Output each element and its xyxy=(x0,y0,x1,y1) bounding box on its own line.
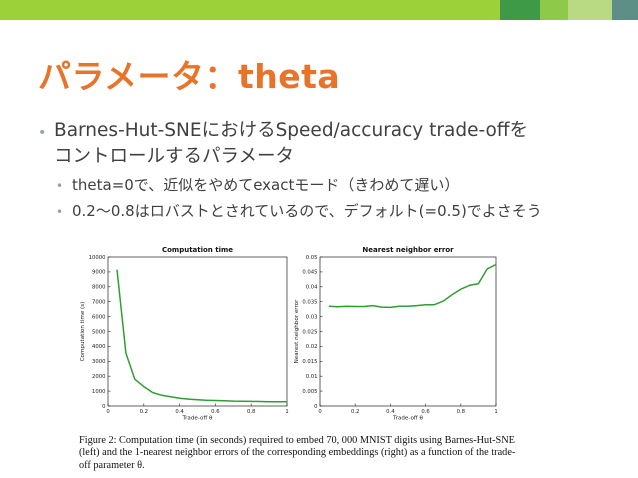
y-tick-label: 0.015 xyxy=(302,359,317,365)
x-tick-label: 1 xyxy=(285,409,288,415)
plot-frame xyxy=(319,256,497,407)
x-tick-label: 0 xyxy=(106,409,110,415)
bullet-dot: • xyxy=(38,125,47,141)
y-tick-label: 1000 xyxy=(92,389,106,395)
y-axis-label: Computation time (s) xyxy=(80,302,86,362)
decorative-top-bar xyxy=(0,0,638,20)
y-tick-label: 4000 xyxy=(92,344,106,350)
y-tick-label: 0.01 xyxy=(306,374,318,380)
top-bar-segment xyxy=(612,0,638,20)
bullet-text: コントロールするパラメータ xyxy=(54,146,294,167)
chart-title: Nearest neighbor error xyxy=(362,246,454,254)
x-tick-label: 0.2 xyxy=(140,409,148,415)
series-line xyxy=(328,263,497,309)
x-tick-label: 1 xyxy=(494,409,497,415)
bullet-text: Barnes-Hut-SNEにおけるSpeed/accuracy trade-o… xyxy=(54,120,529,141)
y-tick-label: 0.045 xyxy=(302,270,317,276)
sub-bullet-item: • theta=0で、近似をやめてexactモード（きわめて遅い） xyxy=(56,174,618,196)
y-tick-label: 0 xyxy=(102,404,106,410)
slide-title: パラメータ：theta xyxy=(38,57,341,96)
top-bar-segment xyxy=(0,0,500,20)
y-tick-label: 0.05 xyxy=(306,255,318,261)
y-tick-label: 7000 xyxy=(92,300,106,306)
x-tick-label: 0.8 xyxy=(247,409,256,415)
y-tick-label: 3000 xyxy=(92,359,106,365)
y-tick-label: 5000 xyxy=(92,329,106,335)
top-bar-segment xyxy=(540,0,568,20)
y-tick-label: 0.04 xyxy=(306,285,318,291)
y-tick-label: 0.03 xyxy=(306,314,318,320)
x-tick-label: 0.2 xyxy=(351,409,359,415)
x-tick-label: 0.6 xyxy=(421,409,430,415)
x-axis-label: Trade-off θ xyxy=(392,416,423,422)
y-tick-label: 0.005 xyxy=(302,389,317,395)
bullet-dot: • xyxy=(56,205,64,219)
x-axis-label: Trade-off θ xyxy=(182,416,213,422)
y-tick-label: 0.02 xyxy=(306,344,318,350)
x-tick-label: 0.4 xyxy=(175,409,184,415)
y-tick-label: 0.035 xyxy=(302,300,317,306)
y-tick-label: 2000 xyxy=(92,374,106,380)
plot-frame xyxy=(107,256,288,407)
top-bar-segment xyxy=(500,0,540,20)
sub-bullet-text: 0.2〜0.8はロバストとされているので、デフォルト(=0.5)でよさそう xyxy=(72,202,542,220)
sub-bullet-text: theta=0で、近似をやめてexactモード（きわめて遅い） xyxy=(72,176,460,194)
x-tick-label: 0 xyxy=(318,409,322,415)
bullet-item: • Barnes-Hut-SNEにおけるSpeed/accuracy trade… xyxy=(38,118,618,170)
x-tick-label: 0.6 xyxy=(211,409,220,415)
y-axis-label: Nearest neighbor error xyxy=(294,299,300,363)
chart-title: Computation time xyxy=(162,246,233,254)
y-tick-label: 8000 xyxy=(92,285,106,291)
y-tick-label: 10000 xyxy=(89,255,106,261)
bullet-list: • Barnes-Hut-SNEにおけるSpeed/accuracy trade… xyxy=(38,118,618,222)
figure-caption: Figure 2: Computation time (in seconds) … xyxy=(79,435,516,471)
bullet-dot: • xyxy=(56,179,64,193)
sub-bullet-item: • 0.2〜0.8はロバストとされているので、デフォルト(=0.5)でよさそう xyxy=(56,200,618,222)
x-tick-label: 0.4 xyxy=(386,409,395,415)
y-tick-label: 9000 xyxy=(92,270,106,276)
y-tick-label: 6000 xyxy=(92,314,106,320)
y-tick-label: 0.025 xyxy=(302,329,317,335)
series-line xyxy=(116,269,287,403)
x-tick-label: 0.8 xyxy=(457,409,466,415)
y-tick-label: 0 xyxy=(314,404,318,410)
top-bar-segment xyxy=(568,0,612,20)
